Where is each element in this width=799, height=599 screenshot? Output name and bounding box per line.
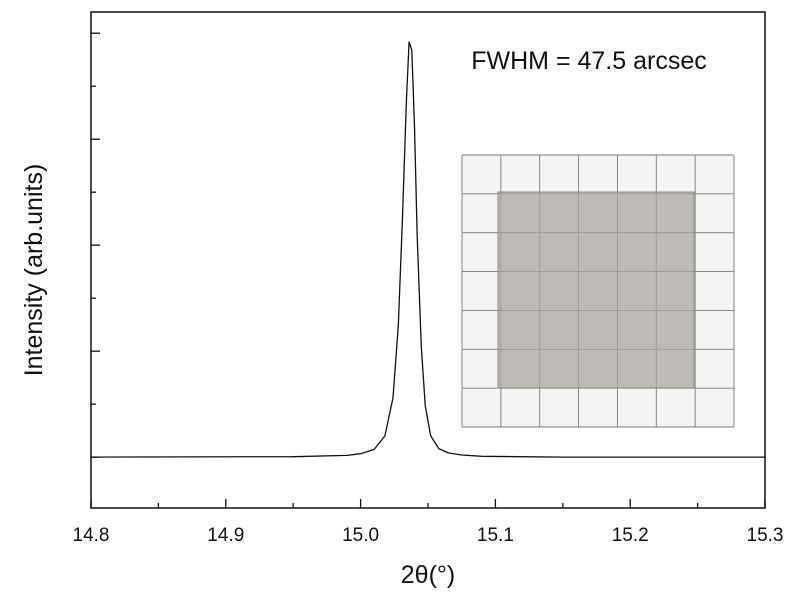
x-axis-tick-labels: 14.8 14.9 15.0 15.1 15.2 15.3: [73, 525, 784, 546]
series-line: [90, 41, 765, 458]
x-tick-label: 15.0: [342, 525, 379, 546]
x-tick-label: 14.8: [73, 525, 110, 546]
x-axis-ticks: [90, 499, 766, 508]
y-axis-title: Intensity (arb.units): [20, 164, 48, 377]
x-tick-label: 15.1: [477, 525, 514, 546]
x-tick-label: 15.2: [612, 525, 649, 546]
x-tick-label: 15.3: [747, 525, 784, 546]
inset-sample-photo: [461, 154, 735, 428]
x-axis-title: 2θ(°): [401, 561, 455, 589]
sample-square: [497, 191, 695, 389]
y-axis-ticks: [91, 32, 100, 458]
x-tick-label: 14.9: [207, 525, 244, 546]
fwhm-annotation: FWHM = 47.5 arcsec: [471, 47, 706, 75]
